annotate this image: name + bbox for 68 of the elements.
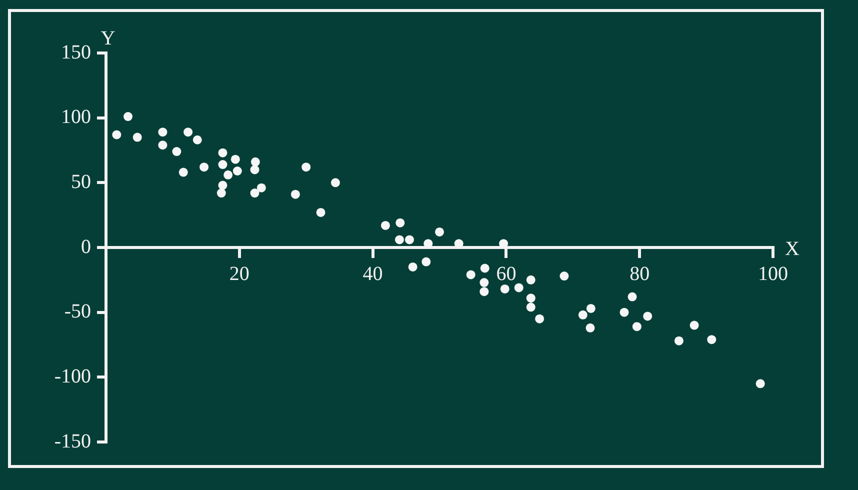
y-tick-label: -100 [54, 365, 91, 388]
point [158, 128, 168, 137]
point [218, 160, 228, 170]
point [184, 128, 193, 137]
y-tick-label: 50 [71, 170, 91, 193]
point [404, 235, 414, 244]
point [218, 180, 228, 190]
point [586, 323, 595, 332]
point [690, 320, 699, 330]
point [756, 379, 765, 388]
y-tick-label: -150 [54, 430, 91, 452]
y-tick-label: 0 [81, 236, 91, 258]
point [302, 162, 311, 172]
point [256, 183, 266, 192]
point [124, 112, 133, 122]
point [535, 314, 544, 324]
point [632, 322, 642, 332]
point [224, 170, 233, 180]
point [216, 188, 226, 198]
point [526, 275, 536, 284]
point [480, 287, 489, 296]
point [200, 162, 209, 172]
point [408, 262, 418, 272]
point [250, 165, 260, 174]
point [380, 220, 390, 230]
point [480, 278, 489, 288]
point [643, 312, 652, 321]
point [132, 132, 142, 142]
point [526, 302, 536, 312]
y-tick-label: -50 [64, 300, 91, 323]
point [218, 148, 228, 158]
y-axis-title: Y [100, 27, 116, 50]
point [396, 218, 405, 228]
point [394, 235, 404, 244]
x-tick-label: 80 [630, 262, 650, 285]
point [514, 283, 524, 292]
point [578, 310, 588, 320]
point [172, 147, 182, 156]
point [250, 157, 260, 166]
point [112, 130, 122, 140]
point [192, 135, 202, 144]
point [232, 166, 242, 176]
point [250, 188, 260, 198]
point [586, 304, 596, 313]
point [435, 227, 444, 236]
point [480, 264, 490, 273]
point [422, 257, 431, 266]
point [290, 190, 300, 199]
point [674, 336, 684, 346]
point [466, 270, 476, 280]
point [500, 284, 510, 294]
point [316, 208, 326, 217]
x-tick-label: 100 [758, 262, 788, 285]
point [707, 335, 716, 344]
x-axis-title: X [785, 238, 800, 260]
x-tick-label: 60 [496, 262, 516, 285]
point [178, 168, 188, 177]
y-tick-label: 150 [61, 41, 91, 64]
x-tick-label: 20 [229, 262, 250, 285]
point [560, 272, 569, 281]
point [230, 154, 240, 164]
point [330, 178, 340, 188]
y-tick-label: 100 [61, 106, 91, 128]
point [526, 294, 536, 303]
x-tick-label: 40 [362, 262, 383, 285]
point [628, 292, 637, 302]
point [620, 308, 629, 317]
point [158, 140, 168, 150]
